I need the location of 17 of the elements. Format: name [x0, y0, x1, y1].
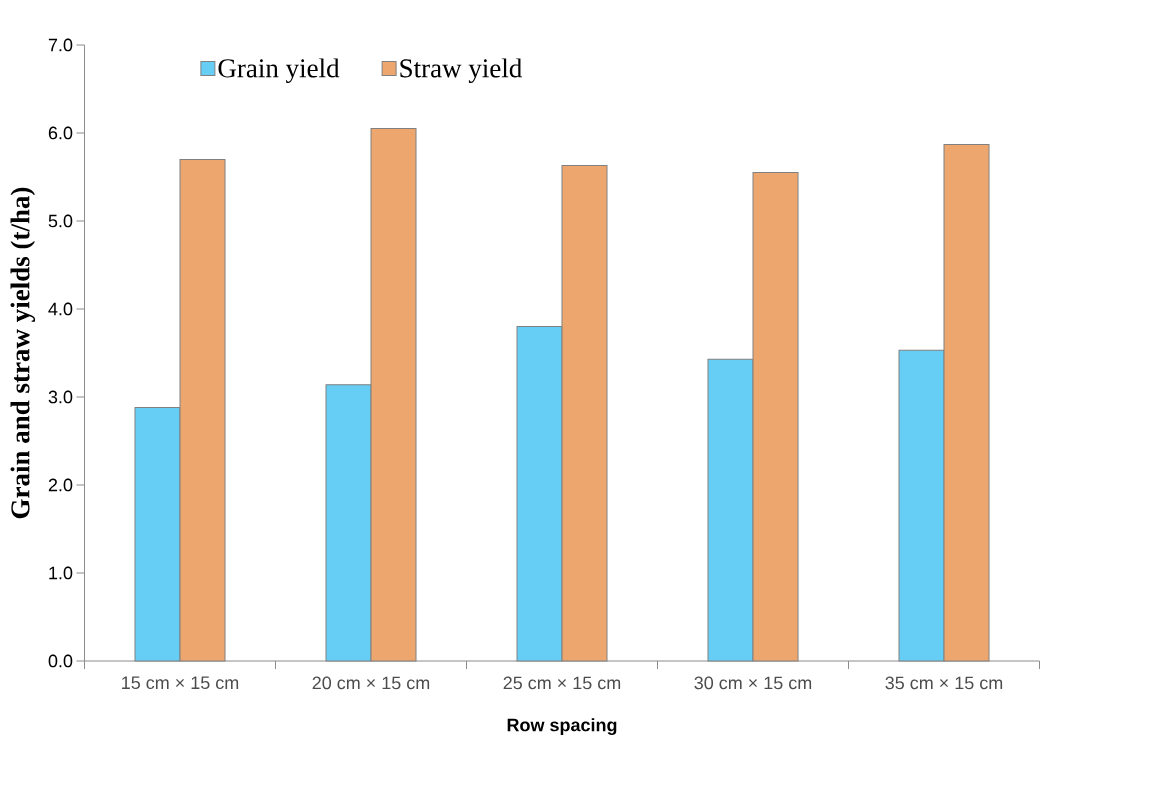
- x-tick-label: 25 cm × 15 cm: [503, 676, 621, 690]
- y-tick-label: 5.0: [48, 214, 73, 228]
- x-tick-label: 20 cm × 15 cm: [312, 676, 430, 690]
- y-tick-label: 2.0: [48, 478, 73, 492]
- x-tick-label: 15 cm × 15 cm: [122, 676, 239, 690]
- legend-label: Straw yield: [400, 58, 522, 84]
- y-tick-label: 4.0: [48, 302, 73, 316]
- y-tick-label: 1.0: [49, 566, 73, 580]
- y-tick-label: 3.0: [48, 390, 73, 404]
- x-axis-title: Row spacing: [507, 718, 617, 735]
- y-tick-label: 7.0: [48, 38, 73, 52]
- y-tick-label: 0.0: [48, 654, 73, 668]
- y-axis-title: Grain and straw yields (t/ha): [10, 187, 36, 519]
- y-tick-label: 6.0: [48, 126, 73, 140]
- legend-label: Grain yield: [218, 58, 340, 84]
- x-tick-label: 30 cm × 15 cm: [694, 676, 812, 690]
- x-tick-label: 35 cm × 15 cm: [885, 676, 1003, 690]
